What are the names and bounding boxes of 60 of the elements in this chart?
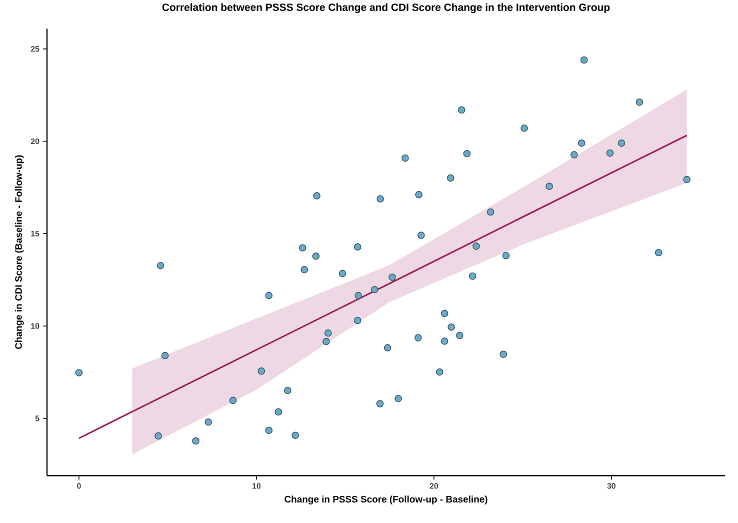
point xyxy=(384,344,392,352)
point xyxy=(354,292,362,300)
point xyxy=(578,140,586,147)
point xyxy=(546,182,553,190)
point xyxy=(486,208,494,216)
line-series xyxy=(78,134,688,440)
point xyxy=(448,324,455,331)
point xyxy=(446,174,454,182)
point xyxy=(440,310,448,318)
point xyxy=(229,396,237,404)
point xyxy=(154,432,162,440)
point xyxy=(472,242,480,250)
point xyxy=(468,272,476,280)
point xyxy=(265,426,272,434)
y-axis-title: Change in CDI Score (Baseline - Follow-up) xyxy=(14,155,24,350)
point xyxy=(371,286,378,294)
point xyxy=(324,330,332,337)
point xyxy=(376,400,384,408)
point xyxy=(388,274,396,282)
point xyxy=(440,338,448,345)
point xyxy=(274,408,282,416)
point xyxy=(338,270,346,278)
point xyxy=(502,252,510,260)
point xyxy=(376,195,384,203)
point xyxy=(298,244,306,252)
point xyxy=(456,332,464,340)
point xyxy=(394,395,402,402)
point xyxy=(580,56,588,64)
point xyxy=(636,98,644,106)
point xyxy=(354,317,362,324)
point xyxy=(683,176,690,184)
point xyxy=(300,266,308,274)
point xyxy=(322,338,330,346)
point xyxy=(570,151,578,159)
point xyxy=(161,352,169,360)
point xyxy=(258,368,266,375)
point xyxy=(284,387,292,394)
point xyxy=(414,334,422,342)
point xyxy=(354,243,362,251)
point xyxy=(156,262,164,270)
point xyxy=(265,292,272,300)
point xyxy=(500,350,507,358)
point xyxy=(606,150,614,157)
point xyxy=(75,369,83,377)
point xyxy=(654,249,662,256)
point xyxy=(292,432,299,440)
point xyxy=(520,124,528,132)
point xyxy=(436,368,444,376)
x-axis-title: Change in PSSS Score (Follow-up - Baseline) xyxy=(284,496,488,505)
point xyxy=(313,192,320,200)
point xyxy=(463,150,471,158)
point xyxy=(418,232,425,240)
point xyxy=(192,437,200,445)
point xyxy=(402,154,409,162)
point xyxy=(618,140,626,147)
point xyxy=(458,106,466,114)
point xyxy=(415,191,422,198)
chart-title: Correlation between PSSS Score Change and CDI Score Change in the Intervention Group xyxy=(162,4,610,14)
point xyxy=(204,418,212,426)
point xyxy=(312,252,320,260)
